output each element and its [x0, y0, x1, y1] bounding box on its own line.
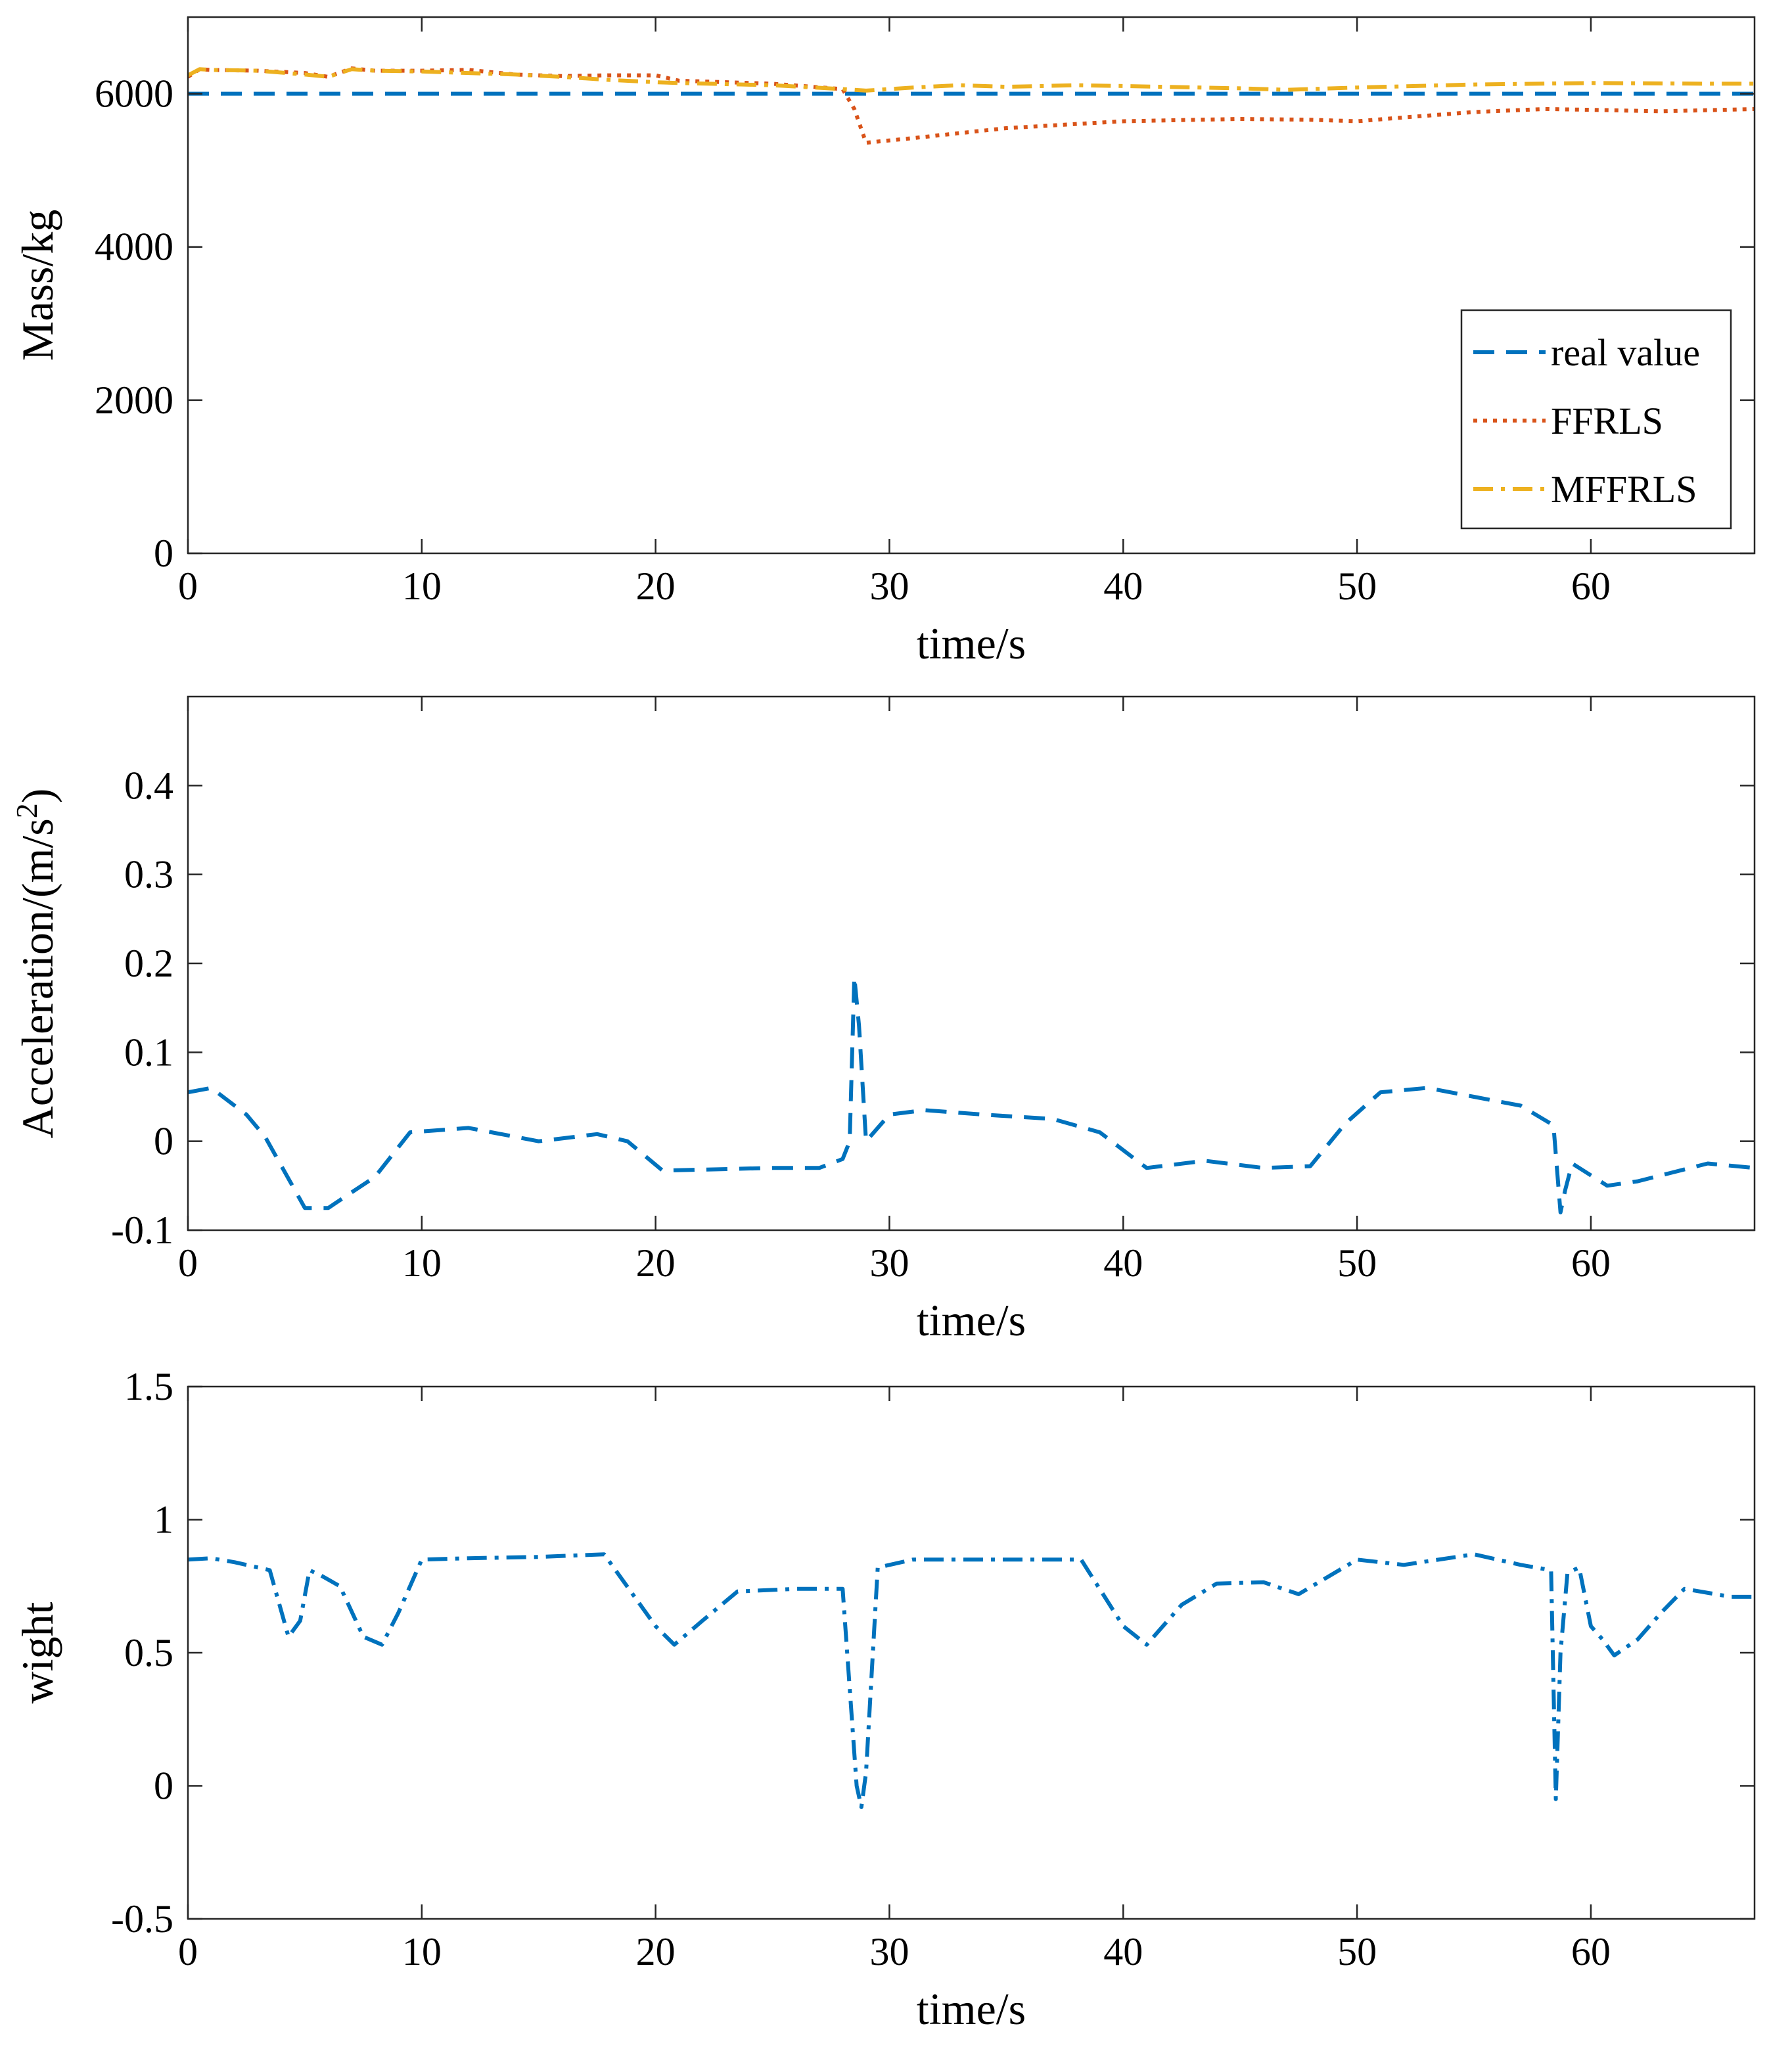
y-axis-label: wight: [12, 1601, 62, 1703]
legend: real value FFRLS MFFRLS: [1460, 309, 1732, 530]
x-axis-label: time/s: [917, 618, 1026, 668]
y-tick-label: 2000: [95, 379, 173, 422]
x-tick-label: 50: [1337, 564, 1377, 608]
y-tick-label: -0.1: [111, 1209, 173, 1252]
x-axis-label: time/s: [917, 1984, 1026, 2034]
y-tick-label: 0.1: [124, 1030, 173, 1074]
x-tick-label: 40: [1103, 564, 1143, 608]
y-axis-label: Mass/kg: [12, 210, 62, 361]
x-tick-label: 20: [636, 564, 676, 608]
chart-mass: 0 10 20 30 40 50 60 0 2000 4000 6000 time/s Mass/kg r…: [12, 16, 1756, 668]
x-tick-label: 30: [869, 1241, 909, 1285]
series-line-acceleration: [188, 975, 1755, 1214]
series-line-mffrls: [188, 67, 1755, 93]
x-tick-label: 60: [1571, 564, 1611, 608]
y-tick-label: 0: [154, 532, 173, 575]
x-tick-label: 10: [402, 1241, 442, 1285]
x-tick-label: 40: [1103, 1930, 1143, 1973]
legend-label-real-value: real value: [1551, 331, 1700, 374]
x-axis-label: time/s: [917, 1295, 1026, 1345]
series-line-weight: [188, 1552, 1755, 1809]
x-tick-label: 60: [1571, 1930, 1611, 1973]
y-tick-label: 4000: [95, 225, 173, 269]
x-tick-label: 50: [1337, 1241, 1377, 1285]
y-tick-label: 6000: [95, 72, 173, 116]
axes-box: [187, 16, 1756, 555]
y-axis-label-superscript: 2: [10, 803, 43, 818]
x-tick-label: 20: [636, 1930, 676, 1973]
x-tick-label: 20: [636, 1241, 676, 1285]
chart-acceleration: 0 10 20 30 40 50 60-0.100.10.20.30.4time/sAcce…: [10, 695, 1756, 1345]
x-tick-label: 10: [402, 1930, 442, 1973]
y-tick-label: 1: [154, 1498, 173, 1542]
x-tick-label: 40: [1103, 1241, 1143, 1285]
y-tick-label: 0.2: [124, 942, 173, 985]
y-axis-label: Acceleration/(m/s2): [10, 789, 62, 1139]
x-tick-label: 30: [869, 564, 909, 608]
x-tick-label: 30: [869, 1930, 909, 1973]
y-tick-label: 0.3: [124, 853, 173, 896]
x-tick-label: 0: [178, 564, 198, 608]
legend-label-mffrls: MFFRLS: [1551, 468, 1697, 511]
y-tick-label: 0: [154, 1120, 173, 1163]
y-tick-label: 0.5: [124, 1631, 173, 1674]
y-tick-label: 0: [154, 1764, 173, 1808]
y-tick-label: 0.4: [124, 764, 173, 807]
x-tick-label: 0: [178, 1241, 198, 1285]
y-tick-label: 1.5: [124, 1365, 173, 1408]
x-tick-label: 10: [402, 564, 442, 608]
x-tick-label: 60: [1571, 1241, 1611, 1285]
x-tick-label: 50: [1337, 1930, 1377, 1973]
y-tick-label: -0.5: [111, 1897, 173, 1941]
y-axis-label-suffix: ): [12, 789, 62, 804]
x-tick-label: 0: [178, 1930, 198, 1973]
legend-label-ffrls: FFRLS: [1551, 400, 1663, 442]
